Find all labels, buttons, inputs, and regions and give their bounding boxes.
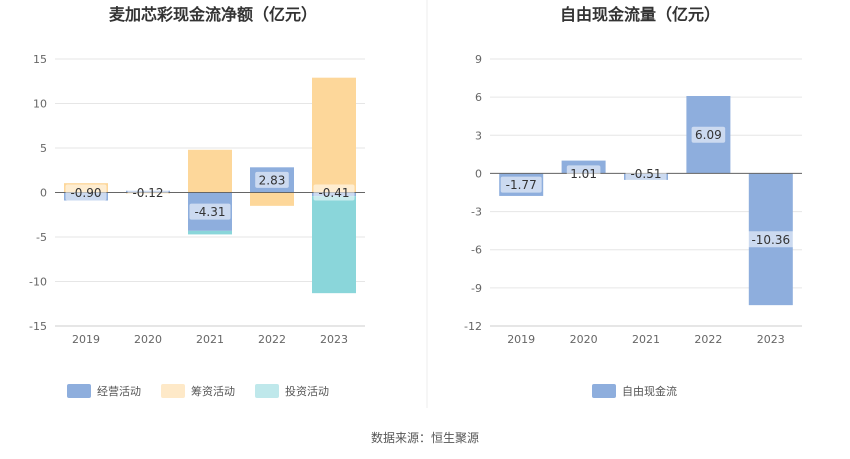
legend-label[interactable]: 经营活动	[97, 384, 141, 398]
y-tick-label: 10	[33, 98, 47, 111]
data-label-bg	[127, 184, 169, 201]
data-label: -4.31	[194, 205, 225, 219]
legend-label[interactable]: 投资活动	[285, 384, 329, 398]
data-label-bg	[625, 165, 667, 182]
data-label-bg	[313, 184, 355, 201]
y-tick-label: 9	[475, 53, 482, 66]
y-tick-label: -3	[471, 206, 482, 219]
chart-title-free-cashflow: 自由现金流量（亿元）	[560, 5, 720, 24]
y-tick-label: 3	[475, 129, 482, 142]
data-label: 2.83	[259, 173, 286, 187]
y-tick-label: 5	[40, 142, 47, 155]
x-tick-label: 2019	[507, 333, 535, 346]
data-label-bg	[189, 203, 231, 220]
data-label-bg	[65, 184, 107, 201]
x-tick-label: 2019	[72, 333, 100, 346]
legend-label[interactable]: 筹资活动	[191, 384, 235, 398]
x-tick-label: 2020	[570, 333, 598, 346]
legend-swatch[interactable]	[67, 384, 91, 398]
x-tick-label: 2021	[632, 333, 660, 346]
y-tick-label: -15	[29, 320, 47, 333]
y-tick-label: 0	[475, 167, 482, 180]
source-note: 数据来源：恒生聚源	[371, 430, 479, 445]
data-label: -1.77	[506, 178, 537, 192]
y-tick-label: 0	[40, 187, 47, 200]
data-label: -0.51	[630, 167, 661, 181]
bar-2023-s2[interactable]	[312, 196, 356, 294]
data-label: -0.90	[70, 186, 101, 200]
x-tick-label: 2021	[196, 333, 224, 346]
free-cashflow-chart: 9 6 3 0 -3 -6 -9 -12 2019 2020 2021 2022 2023 -1.77 1.…	[464, 53, 802, 398]
data-label-bg	[746, 231, 795, 248]
data-label-bg	[566, 165, 601, 182]
legend-swatch[interactable]	[592, 384, 616, 398]
y-tick-label: -6	[471, 244, 482, 257]
data-label: -0.12	[132, 186, 163, 200]
y-tick-label: -5	[36, 231, 47, 244]
y-tick-label: -9	[471, 282, 482, 295]
cashflow-chart: 15 10 5 0 -5 -10 -15 2019 2020 2021 2022 2023 -0.90 -…	[29, 53, 365, 398]
y-tick-label: 15	[33, 53, 47, 66]
x-tick-label: 2022	[258, 333, 286, 346]
data-label-bg	[500, 176, 542, 193]
x-tick-label: 2023	[320, 333, 348, 346]
data-label: 1.01	[570, 167, 597, 181]
x-tick-label: 2020	[134, 333, 162, 346]
x-tick-label: 2022	[694, 333, 722, 346]
data-label: -10.36	[751, 233, 790, 247]
data-label: -0.41	[318, 186, 349, 200]
data-label-bg	[691, 126, 726, 143]
y-tick-label: -10	[29, 276, 47, 289]
y-tick-label: -12	[464, 320, 482, 333]
x-tick-label: 2023	[757, 333, 785, 346]
bar-2021-s2[interactable]	[188, 230, 232, 235]
y-tick-label: 6	[475, 91, 482, 104]
bar-2021-s1[interactable]	[188, 149, 232, 193]
bar-2023-s1[interactable]	[312, 77, 356, 193]
legend-swatch[interactable]	[161, 384, 185, 398]
chart-title-cashflow: 麦加芯彩现金流净额（亿元）	[109, 5, 317, 24]
bar-2022-s1[interactable]	[250, 192, 294, 206]
data-label-bg	[255, 171, 289, 188]
legend-swatch[interactable]	[255, 384, 279, 398]
legend-label[interactable]: 自由现金流	[622, 384, 677, 398]
data-label: 6.09	[695, 128, 722, 142]
